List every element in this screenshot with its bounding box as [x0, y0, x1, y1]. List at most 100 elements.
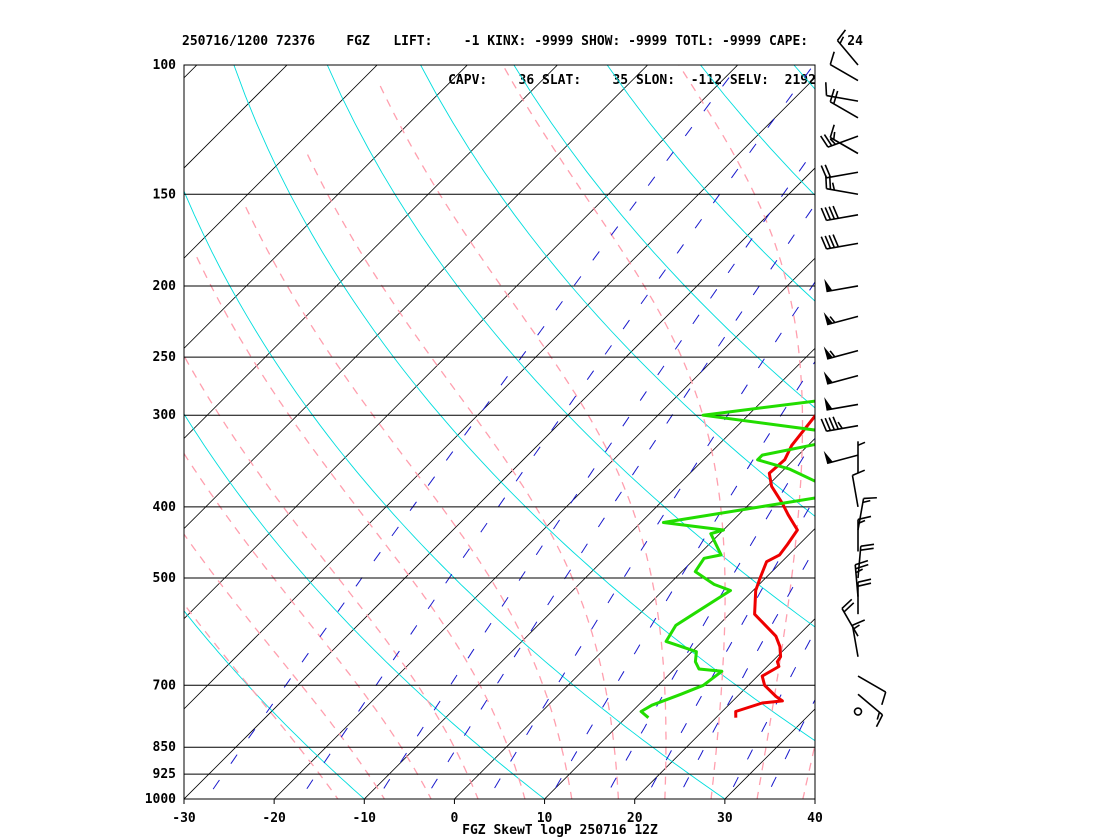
moist-adiabat-line	[184, 354, 479, 799]
moist-adiabat-line	[304, 148, 620, 799]
wind-barb	[851, 469, 866, 508]
dry-adiabat-line	[233, 65, 815, 742]
moist-adiabat-line	[377, 80, 667, 799]
pressure-tick-label: 400	[153, 500, 177, 515]
wind-barb	[823, 312, 859, 326]
moist-adiabat-line	[194, 252, 526, 799]
temperature-profile-line	[734, 413, 815, 718]
isotherm-line	[453, 437, 815, 799]
temperature-tick-label: 30	[717, 811, 733, 826]
wind-barb	[820, 416, 859, 433]
mixing-ratio-line	[487, 281, 815, 799]
wind-barb	[857, 693, 884, 728]
wind-barb	[857, 515, 872, 552]
isotherm-line	[184, 167, 815, 799]
isotherm-line	[544, 528, 815, 799]
dry-adiabat-line	[513, 65, 815, 409]
temperature-tick-label: 10	[537, 811, 553, 826]
mixing-ratio-line	[603, 437, 815, 799]
isotherm-line	[184, 65, 739, 620]
dry-adiabat-line	[184, 413, 546, 799]
wind-barbs	[819, 29, 887, 728]
chart-title: FGZ SkewT logP 250716 12Z	[462, 823, 658, 838]
mixing-ratio-line	[644, 497, 815, 799]
temperature-tick-label: 20	[627, 811, 643, 826]
wind-barb	[853, 707, 863, 716]
dry-adiabat-line	[793, 65, 815, 90]
wind-barb	[824, 278, 859, 293]
dry-adiabat-line	[606, 65, 815, 302]
dry-adiabat-line	[326, 65, 815, 628]
moist-adiabat-line	[502, 65, 726, 799]
dry-adiabat-line	[887, 65, 1120, 815]
isobar-lines	[184, 64, 815, 800]
dry-adiabat-line	[420, 65, 815, 517]
mixing-ratio-line	[376, 148, 815, 799]
wind-barb	[829, 88, 859, 119]
wind-barb	[841, 598, 859, 637]
wind-barb	[820, 205, 859, 222]
temperature-tick-labels: -30 -20 -10 0 10 20 30 40	[172, 799, 823, 826]
wind-barb	[823, 371, 859, 385]
wind-barb	[836, 29, 859, 66]
pressure-tick-labels: 100 150 200 250 300 400 500 700 850 925 1000	[145, 58, 176, 807]
isotherm-line	[184, 65, 649, 530]
isotherm-line	[0, 31, 140, 829]
wind-barb	[857, 496, 877, 531]
mixing-ratio-line	[764, 698, 815, 799]
mixing-ratio-line	[299, 65, 814, 799]
isotherm-line	[634, 618, 815, 799]
isotherm-line	[184, 65, 198, 79]
wind-barb	[857, 578, 872, 615]
isotherm-line	[184, 65, 378, 259]
isotherm-line	[724, 708, 815, 799]
mixing-ratio-line	[424, 203, 815, 799]
wind-barb	[829, 51, 859, 82]
moist-adiabat-line	[244, 204, 573, 799]
wind-barb	[851, 619, 866, 657]
moist-adiabat-line	[184, 533, 386, 799]
wind-barb	[820, 234, 859, 250]
isotherm-line	[184, 65, 288, 169]
dewpoint-profile-line	[639, 399, 815, 719]
pressure-tick-label: 925	[153, 767, 176, 782]
isotherm-line	[184, 77, 815, 710]
wind-barb	[820, 164, 859, 179]
plot-frame	[183, 64, 816, 800]
wind-barb	[819, 134, 859, 148]
profile-lines	[639, 399, 815, 719]
pressure-tick-label: 300	[153, 408, 177, 423]
pressure-tick-label: 700	[153, 678, 177, 693]
wind-barb	[823, 346, 859, 360]
pressure-tick-label: 250	[153, 350, 177, 365]
wind-barb	[823, 450, 859, 465]
dry-adiabat-line	[184, 798, 185, 799]
wind-barb	[857, 441, 866, 474]
moist-adiabat-line	[678, 65, 804, 799]
wind-barb	[854, 559, 869, 597]
background-lines	[0, 31, 1120, 829]
pressure-tick-label: 850	[153, 740, 177, 755]
isotherm-line	[363, 347, 815, 799]
dry-adiabat-line	[184, 189, 726, 799]
temperature-tick-label: -30	[172, 811, 196, 826]
header-line-1: 250716/1200 72376 FGZ LIFT: -1 KINX: -99…	[182, 34, 863, 49]
wind-barb	[824, 175, 859, 196]
wind-barb	[824, 397, 859, 411]
isotherm-line	[184, 65, 468, 349]
pressure-tick-label: 150	[153, 187, 177, 202]
isotherm-line	[875, 31, 1120, 829]
temperature-tick-label: 0	[451, 811, 459, 826]
isotherm-line	[273, 257, 815, 799]
mixing-ratio-line	[548, 360, 815, 799]
temperature-tick-label: -10	[353, 811, 377, 826]
mixing-ratio-line	[676, 547, 815, 799]
moist-adiabat-line	[184, 452, 432, 799]
sounding-header: 250716/1200 72376 FGZ LIFT: -1 KINX: -99…	[182, 9, 863, 100]
isotherm-line	[0, 31, 50, 829]
pressure-tick-label: 100	[153, 58, 177, 73]
moist-adiabat-line	[184, 602, 339, 799]
wind-barb	[857, 543, 875, 579]
wind-barb	[829, 124, 859, 155]
